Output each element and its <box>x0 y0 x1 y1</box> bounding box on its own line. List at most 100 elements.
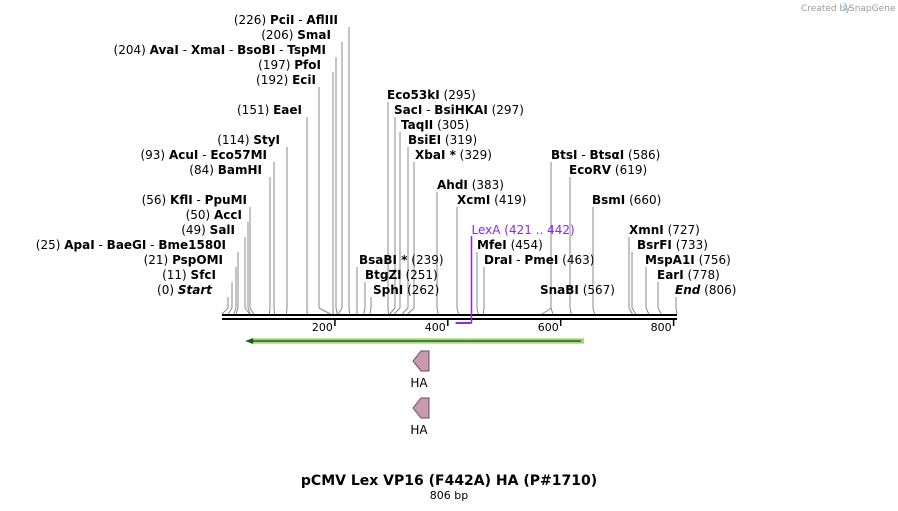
enzyme-name: EciI <box>292 73 316 87</box>
tick-label-400: 400 <box>425 321 446 334</box>
site-leader-foot-15 <box>348 307 351 315</box>
enzyme-name: EcoRV <box>569 163 612 177</box>
site-label-0[interactable]: (0) Start <box>157 283 213 297</box>
site-leader-foot-6 <box>249 307 255 315</box>
site-leader-foot-0 <box>221 307 229 315</box>
site-label-1[interactable]: (11) SfcI <box>162 268 216 282</box>
site-label-23[interactable]: Eco53kI (295) <box>387 88 476 102</box>
site-leader-lines <box>221 27 678 315</box>
site-label-6[interactable]: (56) KflI - PpuMI <box>142 193 247 207</box>
site-label-10[interactable]: (151) EaeI <box>237 103 302 117</box>
site-label-18[interactable]: BsaBI * (239) <box>359 253 444 267</box>
lexa-label[interactable]: LexA (421 .. 442) <box>472 223 575 237</box>
site-label-30[interactable]: EcoRV (619) <box>569 163 647 177</box>
site-position: (295) <box>440 88 476 102</box>
site-label-28[interactable]: SnaBI (567) <box>540 283 615 297</box>
site-label-27[interactable]: MfeI (454) <box>477 238 543 252</box>
site-separator: - <box>146 238 158 252</box>
site-position: (319) <box>441 133 477 147</box>
arrow-left-icon <box>245 338 254 344</box>
site-leader-foot-8 <box>273 307 275 315</box>
site-label-3[interactable]: (25) ApaI - BaeGI - Bme1580I <box>36 238 226 252</box>
site-label-7[interactable]: (84) BamHI <box>189 163 262 177</box>
site-position: (454) <box>507 238 543 252</box>
site-position: (383) <box>468 178 504 192</box>
site-label-13[interactable]: (204) AvaI - XmaI - BsoBI - TspMI <box>114 43 326 57</box>
site-label-25[interactable]: AhdI (383) <box>437 178 504 192</box>
enzyme-name: MfeI <box>477 238 507 252</box>
site-position: (239) <box>407 253 443 267</box>
enzyme-name: XcmI <box>457 193 490 207</box>
site-label-2[interactable]: (21) PspOMI <box>144 253 223 267</box>
site-separator: - <box>95 238 107 252</box>
site-leader-foot-22 <box>389 307 396 315</box>
site-label-20[interactable]: BsiEI (319) <box>408 133 477 147</box>
site-position: (778) <box>684 268 720 282</box>
site-label-9[interactable]: (114) StyI <box>217 133 280 147</box>
site-leader-foot-36 <box>628 307 633 315</box>
enzyme-name: BaeGI <box>107 238 147 252</box>
site-position: (806) <box>700 283 736 297</box>
site-separator: - <box>225 43 237 57</box>
ha-tag-feature-1[interactable] <box>412 350 430 372</box>
site-label-21[interactable]: TaqII (305) <box>401 118 469 132</box>
site-label-26[interactable]: DraI - PmeI (463) <box>484 253 594 267</box>
lexa-feature[interactable]: LexA (421 .. 442) <box>455 223 575 324</box>
site-position: (192) <box>256 73 292 87</box>
enzyme-name: Bme1580I <box>158 238 226 252</box>
enzyme-name: BamHI <box>218 163 262 177</box>
site-position: (251) <box>402 268 438 282</box>
enzyme-name: BsoBI <box>237 43 275 57</box>
site-position: (56) <box>142 193 170 207</box>
enzyme-name: BsiHKAI <box>434 103 488 117</box>
site-label-32[interactable]: End (806) <box>675 283 736 297</box>
snapgene-credit: Created by SnapGene <box>801 3 896 14</box>
site-label-11[interactable]: (192) EciI <box>256 73 316 87</box>
site-label-22[interactable]: SacI - BsiHKAI (297) <box>394 103 524 117</box>
site-label-24[interactable]: XcmI (419) <box>457 193 526 207</box>
site-label-19[interactable]: XbaI * (329) <box>415 148 492 162</box>
enzyme-name: AflIII <box>306 13 338 27</box>
tick-label-200: 200 <box>312 321 333 334</box>
site-leader-foot-19 <box>407 307 415 315</box>
site-label-34[interactable]: MspA1I (756) <box>645 253 731 267</box>
site-label-29[interactable]: BsmI (660) <box>592 193 661 207</box>
backbone-bottom-strand <box>222 318 677 320</box>
site-leader-foot-26 <box>482 307 485 315</box>
enzyme-name: AhdI <box>437 178 468 192</box>
site-leader-foot-24 <box>456 307 460 315</box>
tick-label-800: 800 <box>651 321 672 334</box>
lexa-name: LexA <box>472 223 505 237</box>
site-position: (567) <box>579 283 615 297</box>
feature-track: HA HA <box>245 338 584 437</box>
map-subtitle: 806 bp <box>430 489 468 502</box>
site-label-35[interactable]: BsrFI (733) <box>637 238 708 252</box>
site-label-16[interactable]: SphI (262) <box>373 283 439 297</box>
site-label-31[interactable]: BtsI - BtsαI (586) <box>551 148 660 162</box>
site-label-15[interactable]: (226) PciI - AflIII <box>234 13 338 27</box>
site-label-8[interactable]: (93) AcuI - Eco57MI <box>140 148 267 162</box>
site-label-5[interactable]: (50) AccI <box>186 208 242 222</box>
site-position: (93) <box>140 148 168 162</box>
enzyme-name: PpuMI <box>205 193 247 207</box>
site-position: (84) <box>189 163 217 177</box>
site-label-36[interactable]: XmnI (727) <box>629 223 700 237</box>
site-label-14[interactable]: (206) SmaI <box>261 28 331 42</box>
site-leader-foot-9 <box>285 307 288 315</box>
enzyme-name: MspA1I <box>645 253 695 267</box>
site-label-12[interactable]: (197) PfoI <box>258 58 321 72</box>
ha-tag-feature-2[interactable] <box>412 397 430 419</box>
site-label-4[interactable]: (49) SalI <box>181 223 235 237</box>
site-position: (756) <box>695 253 731 267</box>
enzyme-name: BtgZI <box>365 268 402 282</box>
snapgene-logo-icon <box>843 3 847 11</box>
site-leader-foot-14 <box>337 307 343 315</box>
ha-tag-label-2: HA <box>410 423 428 437</box>
site-label-17[interactable]: BtgZI (251) <box>365 268 438 282</box>
site-separator: - <box>275 43 287 57</box>
site-label-33[interactable]: EarI (778) <box>657 268 720 282</box>
site-position: (419) <box>490 193 526 207</box>
enzyme-name: SfcI <box>191 268 216 282</box>
ha-tag-label-1: HA <box>410 376 428 390</box>
